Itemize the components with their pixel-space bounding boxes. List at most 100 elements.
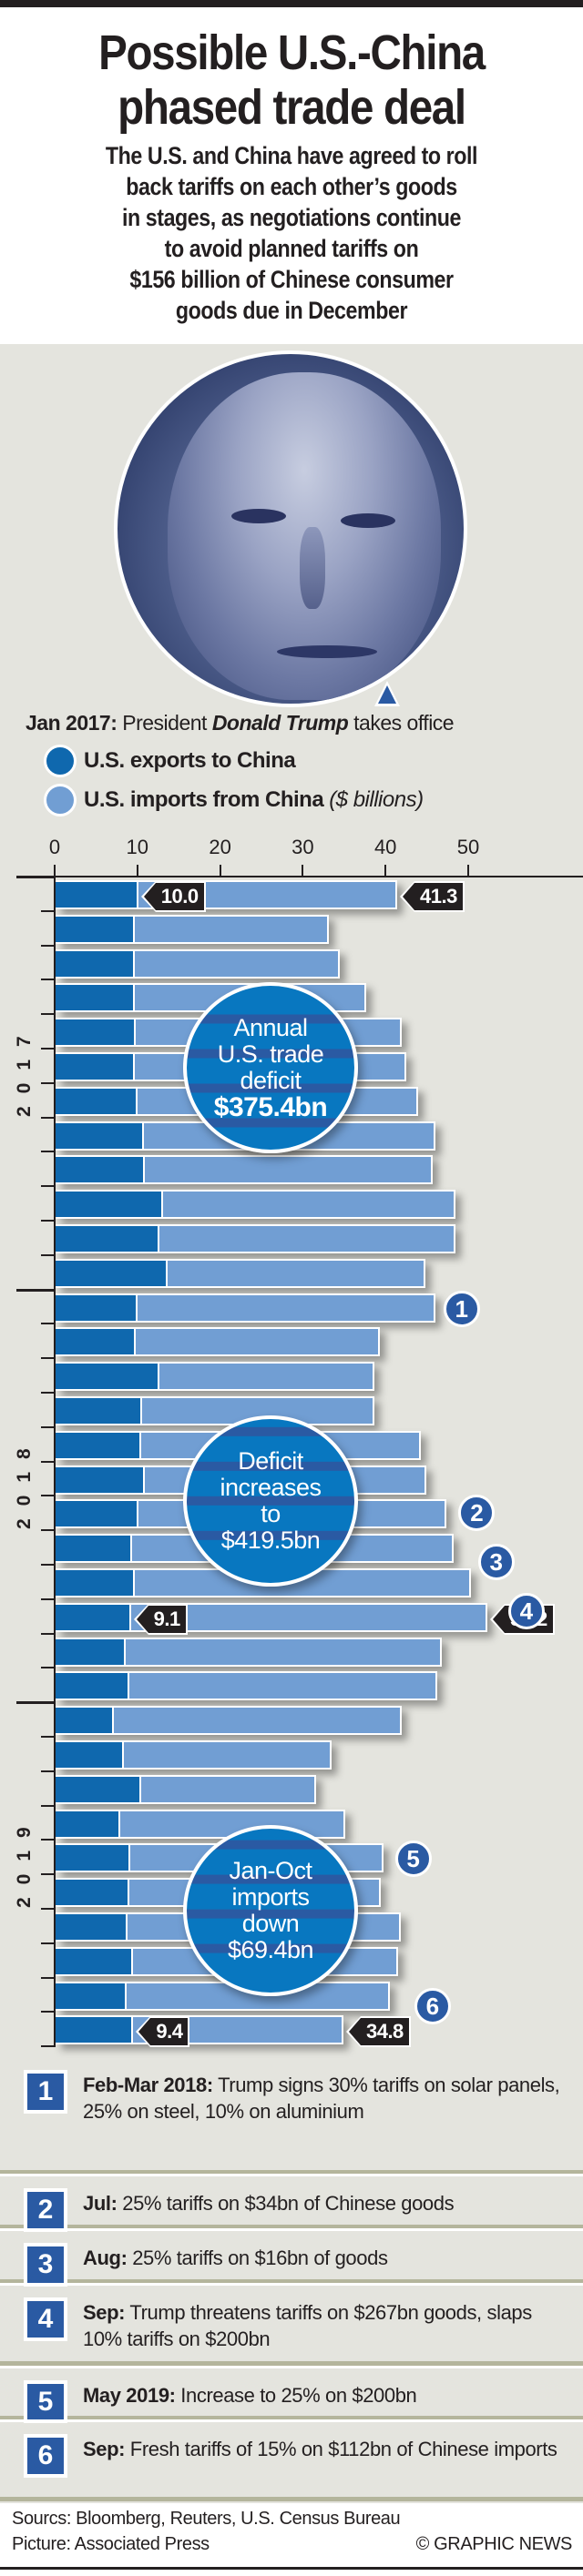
legend-dot-exports-icon [44, 745, 77, 777]
bar-exports [56, 1638, 127, 1665]
note-separator [0, 2283, 583, 2286]
title-line-2: phased trade deal [118, 80, 466, 135]
subtitle-line: to avoid planned tariffs on [164, 235, 419, 262]
month-tick [41, 979, 55, 981]
bar-exports [56, 1742, 125, 1768]
picture-credit: Picture: Associated Press [12, 2534, 210, 2554]
year-label: 2017 [14, 1023, 35, 1117]
x-axis-tick [219, 865, 221, 877]
month-tick [41, 1220, 55, 1222]
bottom-rule [0, 2567, 583, 2570]
subtitle-line: in stages, as negotiations continue [121, 204, 462, 231]
x-axis-line [16, 876, 583, 877]
month-tick [41, 1392, 55, 1394]
note-description: Trump signs 30% tariffs on solar panels,… [83, 2074, 560, 2123]
bar-exports [56, 1432, 142, 1458]
note-number: 2 [27, 2192, 64, 2228]
bar-exports [56, 985, 136, 1011]
x-axis-tick [302, 865, 304, 877]
month-tick [41, 1185, 55, 1188]
footer: Sourcs: Bloomberg, Reuters, U.S. Census … [0, 2503, 583, 2567]
x-axis-tick-label: 20 [209, 836, 231, 858]
note-number: 4 [27, 2301, 64, 2338]
note-description: 25% tariffs on $16bn of goods [132, 2246, 388, 2269]
note-number-badge: 6 [24, 2434, 67, 2478]
note-item: 6 Sep: Fresh tariffs of 15% on $112bn of … [0, 2423, 583, 2501]
legend-imports: U.S. imports from China ($ billions) [44, 784, 424, 816]
note-item: 3 Aug: 25% tariffs on $16bn of goods [0, 2232, 583, 2287]
note-description: Trump threatens tariffs on $267bn goods,… [83, 2301, 532, 2350]
subtitle-line: The U.S. and China have agreed to roll [105, 142, 478, 169]
note-number-badge: 4 [24, 2297, 67, 2341]
bubble-text: $419.5bn [220, 1526, 321, 1555]
note-description: Increase to 25% on $200bn [180, 2384, 417, 2407]
note-number: 3 [27, 2246, 64, 2283]
bubble-text: $375.4bn [213, 1091, 328, 1122]
x-axis-tick [384, 865, 387, 877]
caption-date: Jan 2017: [26, 711, 118, 735]
x-axis-tick [467, 865, 469, 877]
caption-text: President [122, 711, 207, 735]
bar-exports [56, 1914, 128, 1940]
note-number: 1 [27, 2074, 64, 2110]
year-label: 2018 [14, 1435, 35, 1530]
month-tick [41, 1839, 55, 1841]
month-tick [41, 1323, 55, 1325]
bar-exports [56, 1157, 146, 1183]
note-description: 25% tariffs on $34bn of Chinese goods [122, 2192, 455, 2215]
bubble-text: increases [220, 1474, 322, 1502]
sources: Sourcs: Bloomberg, Reuters, U.S. Census … [12, 2509, 401, 2529]
note-text: May 2019: Increase to 25% on $200bn [83, 2382, 566, 2409]
legend-dot-imports-icon [44, 784, 77, 816]
x-axis-tick-label: 30 [292, 836, 314, 858]
bar-exports [56, 1329, 137, 1355]
note-text: Sep: Trump threatens tariffs on $267bn g… [83, 2299, 566, 2352]
note-date: Sep: [83, 2301, 126, 2324]
year-boundary-tick [16, 1288, 55, 1292]
note-separator [0, 2174, 583, 2176]
bubble-text: U.S. trade [217, 1040, 324, 1068]
month-tick [41, 944, 55, 947]
bar-exports [56, 1260, 168, 1286]
month-tick [41, 1529, 55, 1532]
subtitle-line: back tariffs on each other’s goods [126, 173, 457, 200]
annotation-bubble: Deficit increases to $419.5bn [183, 1415, 358, 1587]
note-date: Jul: [83, 2192, 118, 2215]
month-tick [41, 1942, 55, 1944]
subtitle: The U.S. and China have agreed to roll b… [41, 140, 542, 326]
bubble-text: imports [231, 1883, 310, 1911]
note-separator [0, 2419, 583, 2422]
header: Possible U.S.-China phased trade deal Th… [0, 7, 583, 344]
month-tick [41, 1425, 55, 1428]
bar-exports [56, 2017, 134, 2044]
annotation-bubble: Annual U.S. trade deficit $375.4bn [183, 981, 358, 1153]
bar-exports [56, 1776, 142, 1802]
caption-text: takes office [353, 711, 455, 735]
month-tick [41, 1736, 55, 1738]
bar-exports [56, 1466, 146, 1493]
y-axis-line [54, 876, 56, 2048]
bar-exports [56, 882, 138, 908]
month-tick [41, 909, 55, 912]
eye-left [231, 509, 286, 523]
legend-label: U.S. imports from China [84, 787, 324, 812]
bubble-text: Annual [233, 1013, 308, 1041]
bottom-margin [0, 2570, 583, 2576]
caption: Jan 2017: President Donald Trump takes o… [26, 711, 455, 735]
face-illustration [168, 372, 441, 700]
bar-exports [56, 1948, 134, 1974]
caption-name: Donald Trump [211, 711, 349, 735]
legend-exports: U.S. exports to China [44, 745, 296, 777]
month-tick [41, 1116, 55, 1119]
bar-exports [56, 1845, 130, 1871]
note-number-badge: 2 [24, 2188, 67, 2232]
bar-exports [56, 1192, 164, 1218]
bubble-text: Jan-Oct [229, 1857, 312, 1884]
bar-exports [56, 1501, 138, 1527]
bar-exports [56, 1122, 145, 1149]
note-text: Feb-Mar 2018: Trump signs 30% tariffs on… [83, 2072, 566, 2125]
annotation-bubble: Jan-Oct imports down $69.4bn [183, 1825, 358, 1996]
month-tick [41, 1151, 55, 1153]
bar-exports [56, 950, 136, 977]
top-rule [0, 0, 583, 7]
